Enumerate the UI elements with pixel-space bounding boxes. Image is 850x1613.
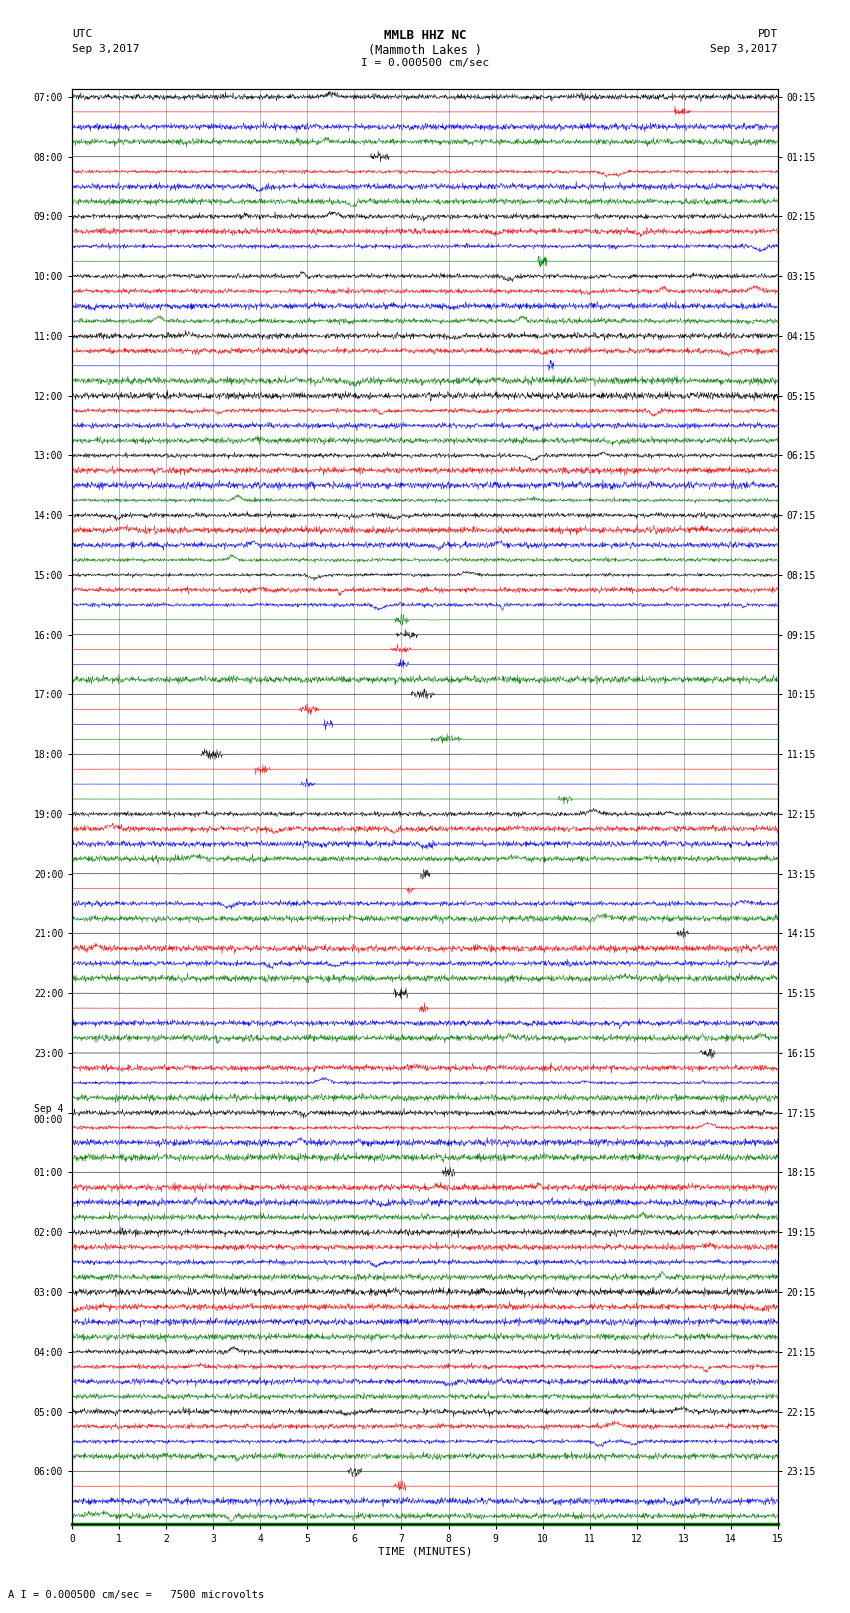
- X-axis label: TIME (MINUTES): TIME (MINUTES): [377, 1547, 473, 1557]
- Text: MMLB HHZ NC: MMLB HHZ NC: [383, 29, 467, 42]
- Text: UTC: UTC: [72, 29, 93, 39]
- Text: Sep 3,2017: Sep 3,2017: [72, 44, 139, 53]
- Text: Sep 3,2017: Sep 3,2017: [711, 44, 778, 53]
- Text: A I = 0.000500 cm/sec =   7500 microvolts: A I = 0.000500 cm/sec = 7500 microvolts: [8, 1590, 264, 1600]
- Text: I = 0.000500 cm/sec: I = 0.000500 cm/sec: [361, 58, 489, 68]
- Text: PDT: PDT: [757, 29, 778, 39]
- Text: (Mammoth Lakes ): (Mammoth Lakes ): [368, 44, 482, 56]
